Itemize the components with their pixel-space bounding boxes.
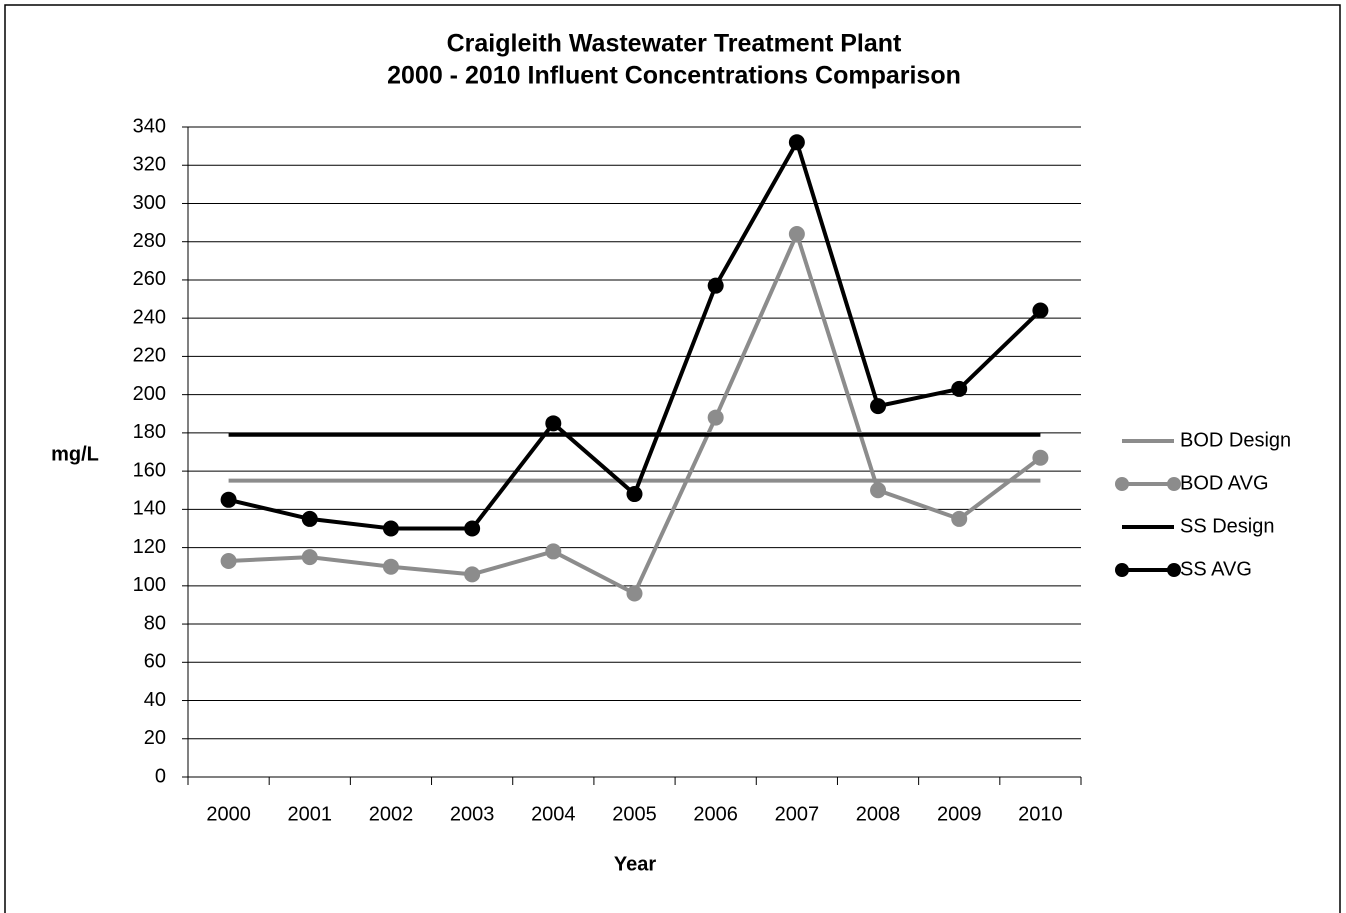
data-point [1032,449,1049,466]
y-tick-label: 140 [133,498,166,520]
y-tick-label: 120 [133,536,166,558]
y-tick-label: 100 [133,574,166,596]
y-tick-label: 180 [133,421,166,443]
y-tick-label: 80 [144,612,166,634]
series-line [228,232,1042,596]
legend-marker [1115,477,1129,491]
data-point [951,510,968,527]
x-tick-label: 2007 [775,803,820,825]
y-tick-label: 240 [133,306,166,328]
legend-label: BOD AVG [1180,472,1269,494]
data-point [545,415,562,432]
legend-marker [1167,563,1181,577]
data-point [788,226,805,243]
data-point [220,491,237,508]
x-tick-label: 2001 [288,803,333,825]
data-point [545,543,562,560]
y-tick-label: 300 [133,192,166,214]
x-tick-label: 2010 [1018,803,1063,825]
y-tick-label: 340 [133,115,166,137]
data-point [220,552,237,569]
x-tick-label: 2005 [612,803,657,825]
y-tick-label: 320 [133,154,166,176]
x-tick-label: 2008 [856,803,901,825]
legend-label: SS Design [1180,515,1275,537]
data-point [382,558,399,575]
data-point [464,566,481,583]
x-tick-label: 2003 [450,803,495,825]
y-tick-label: 260 [133,268,166,290]
y-tick-label: 20 [144,727,166,749]
data-point [626,486,643,503]
data-point [301,549,318,566]
y-tick-label: 160 [133,459,166,481]
chart-title: 2000 - 2010 Influent Concentrations Comp… [387,62,961,90]
y-tick-label: 220 [133,345,166,367]
data-point [788,134,805,151]
chart-border [4,4,1341,913]
y-tick-label: 280 [133,230,166,252]
y-tick-label: 200 [133,383,166,405]
data-point [707,409,724,426]
legend-marker [1115,563,1129,577]
y-tick-label: 40 [144,689,166,711]
legend-marker [1167,477,1181,491]
y-tick-label: 0 [155,765,166,787]
data-point [301,510,318,527]
chart-title: Craigleith Wastewater Treatment Plant [447,30,902,58]
y-tick-label: 60 [144,651,166,673]
x-tick-label: 2002 [369,803,414,825]
legend-label: SS AVG [1180,558,1252,580]
series-line [228,140,1042,531]
data-point [707,277,724,294]
data-point [870,398,887,415]
data-point [626,585,643,602]
legend-label: BOD Design [1180,429,1291,451]
x-tick-label: 2009 [937,803,982,825]
data-point [464,520,481,537]
x-tick-label: 2004 [531,803,576,825]
data-point [951,380,968,397]
data-point [870,482,887,499]
y-axis-title: mg/L [51,443,99,465]
data-point [1032,302,1049,319]
x-axis-title: Year [614,853,656,875]
data-point [382,520,399,537]
x-tick-label: 2006 [693,803,738,825]
x-tick-label: 2000 [206,803,251,825]
